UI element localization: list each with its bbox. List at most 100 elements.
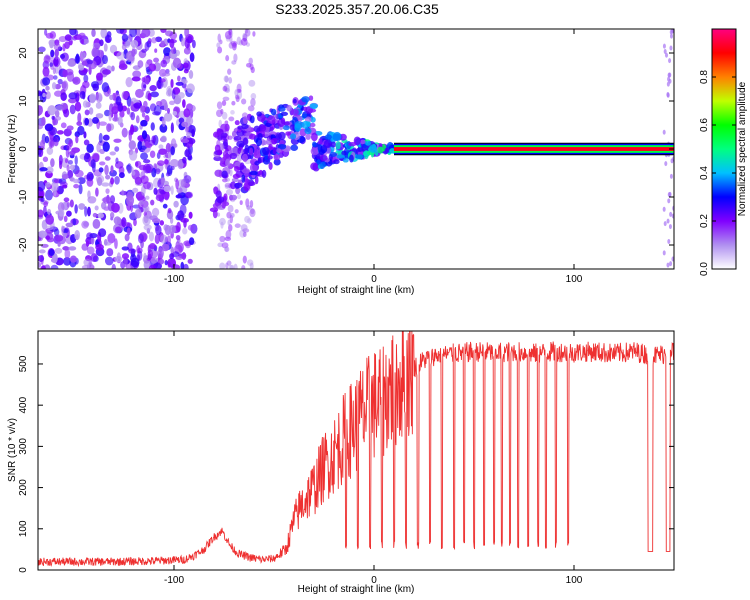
- spectrogram-cell: [167, 257, 177, 268]
- spectrogram-cell: [95, 113, 104, 119]
- spectrogram-cell: [280, 111, 289, 116]
- spectrogram-cell: [241, 265, 246, 269]
- spectrogram-cell: [113, 216, 122, 225]
- spectrogram-cell: [160, 234, 168, 244]
- spectrogram-cell: [233, 53, 238, 63]
- spectrogram-cell: [126, 163, 132, 174]
- spectrogram-y-ticks: -20 -10 0 10 20: [18, 47, 674, 252]
- spectrogram-cell: [114, 176, 120, 185]
- spectrogram-cell: [61, 173, 69, 180]
- spectrogram-cell: [316, 159, 321, 165]
- spectrogram-cell: [244, 178, 250, 188]
- spectrogram-cell: [82, 80, 90, 89]
- spectrogram-cell: [243, 148, 249, 155]
- spectrogram-cell: [50, 158, 55, 168]
- spectrogram-cell: [91, 47, 98, 58]
- spectrogram-cell: [166, 85, 173, 94]
- spectrogram-cell: [77, 112, 82, 124]
- spectrogram-cell: [276, 148, 282, 154]
- spectrogram-cell: [81, 60, 88, 66]
- spectrogram-cell: [231, 177, 239, 183]
- spectrogram-cell: [84, 206, 88, 217]
- spectrogram-cell: [48, 39, 57, 47]
- spectrogram-cell: [57, 202, 65, 213]
- spectrogram-cell: [62, 231, 67, 238]
- spectrogram-cell: [173, 143, 178, 148]
- spectrogram-cell: [232, 173, 240, 179]
- spectrogram-cell: [157, 160, 165, 167]
- spectrogram-cell: [170, 46, 177, 54]
- spectrogram-cell: [98, 167, 104, 173]
- spectrogram-cell: [307, 108, 317, 113]
- spectrogram-cell: [249, 262, 254, 269]
- spectrogram-cell: [137, 60, 144, 68]
- spectrogram-cell: [151, 249, 159, 258]
- spectrogram-cell: [305, 133, 311, 140]
- spectrogram-cell: [225, 55, 230, 62]
- spectrogram-cell: [103, 43, 108, 52]
- spectrogram-cell: [131, 48, 136, 57]
- spectrogram-cell: [38, 249, 46, 254]
- spectrogram-cell: [183, 108, 191, 118]
- spectrogram-cell: [126, 107, 131, 115]
- spectrogram-cell: [368, 144, 378, 153]
- spectrogram-cell: [66, 164, 70, 172]
- spectrogram-cell: [170, 247, 174, 253]
- spectrogram-cell: [185, 132, 192, 137]
- spectrogram-cell: [175, 81, 184, 86]
- spectrogram-cell: [170, 185, 174, 195]
- spectrogram-cell: [76, 121, 83, 126]
- spectrogram-cell: [166, 107, 171, 114]
- spectrogram-cell: [148, 63, 157, 72]
- spectrogram-cell: [61, 225, 65, 233]
- spectrogram-cell: [240, 224, 248, 232]
- spectrogram-cell: [86, 143, 94, 154]
- spectrogram-cell: [109, 211, 115, 219]
- y-tick-label: 500: [18, 355, 29, 372]
- spectrogram-cell: [92, 218, 101, 229]
- spectrogram-cell: [121, 33, 129, 42]
- spectrogram-cell: [105, 174, 111, 180]
- spectrogram-cell: [187, 35, 193, 44]
- spectrogram-cell: [213, 186, 219, 192]
- spectrogram-cell: [116, 252, 121, 261]
- spectrogram-cell: [312, 141, 317, 148]
- spectrogram-cell: [115, 96, 122, 106]
- spectrogram-cell: [664, 52, 668, 58]
- spectrogram-cell: [130, 111, 136, 121]
- spectrogram-cell: [47, 208, 52, 215]
- spectrogram-cell: [228, 224, 233, 232]
- spectrogram-cell: [277, 144, 287, 150]
- spectrogram-cell: [242, 231, 247, 237]
- spectrogram-cell: [221, 170, 228, 178]
- spectrogram-cell: [69, 150, 76, 155]
- spectrogram-cell: [54, 234, 64, 242]
- spectrogram-cell: [38, 123, 43, 130]
- spectrogram-cell: [65, 222, 74, 228]
- spectrogram-cell: [111, 263, 116, 269]
- spectrogram-cell: [64, 158, 69, 164]
- spectrogram-cell: [110, 165, 114, 173]
- spectrogram-cell: [145, 195, 150, 200]
- spectrogram-cell: [106, 248, 114, 257]
- spectrogram-cell: [136, 245, 141, 254]
- spectrogram-cell: [179, 204, 187, 216]
- spectrogram-cell: [42, 156, 49, 163]
- spectrogram-cell: [77, 177, 86, 185]
- spectrogram-cell: [97, 212, 105, 219]
- x-tick-label: 100: [566, 274, 583, 285]
- spectrogram-cell: [102, 69, 111, 75]
- spectrogram-cell: [236, 140, 245, 148]
- spectrogram-cell: [342, 158, 349, 163]
- spectrogram-cell: [52, 252, 58, 264]
- spectrogram-cell: [161, 72, 171, 77]
- spectrogram-cell: [241, 168, 251, 174]
- spectrogram-cell: [155, 224, 162, 236]
- colorbar-tick-label: 0.0: [699, 262, 710, 276]
- spectrogram-cell: [66, 125, 74, 131]
- x-tick-label: 0: [371, 575, 377, 586]
- spectrogram-cell: [176, 221, 181, 233]
- spectrogram-cell: [175, 178, 179, 190]
- spectrogram-cell: [75, 135, 79, 144]
